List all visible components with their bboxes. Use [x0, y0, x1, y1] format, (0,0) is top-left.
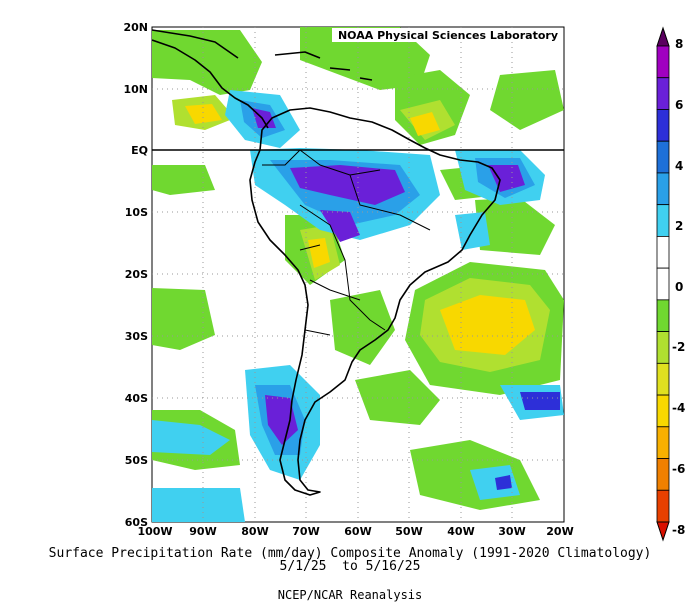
lon-label: 30W: [498, 525, 525, 538]
wet-anomaly-region: [265, 395, 298, 445]
credit-box: [332, 28, 563, 42]
lon-label: 80W: [241, 525, 268, 538]
lon-label: 50W: [395, 525, 422, 538]
wet-anomaly-region: [152, 488, 245, 522]
colorbar-top-arrow: [656, 26, 670, 47]
colorbar-label: -4: [672, 401, 685, 415]
colorbar-label: 8: [675, 37, 683, 51]
colorbar-label: -6: [672, 462, 685, 476]
lat-label: 40S: [125, 392, 148, 405]
colorbar-segment: [656, 140, 670, 174]
colorbar-label: 0: [675, 280, 683, 294]
dry-anomaly-region: [440, 295, 535, 355]
lat-label: 20S: [125, 268, 148, 281]
colorbar-label: -2: [672, 340, 685, 354]
wet-anomaly-region: [152, 420, 230, 455]
colorbar-label: 6: [675, 98, 683, 112]
lat-label: EQ: [131, 144, 148, 157]
dry-anomaly-region: [475, 198, 555, 255]
colorbar-segment: [656, 235, 670, 269]
dry-anomaly-region: [152, 30, 262, 95]
colorbar-label: -8: [672, 523, 685, 537]
dry-anomaly-region: [330, 290, 395, 365]
colorbar-segment: [656, 267, 670, 301]
coastlines: [152, 29, 501, 496]
colorbar-segment: [656, 362, 670, 396]
wet-anomaly-region: [520, 392, 560, 410]
grid-lines: [152, 27, 564, 522]
country-borders: [262, 149, 431, 336]
lat-label: 20N: [123, 21, 148, 34]
latitude-labels: 20N 10N EQ 10S 20S 30S 40S 50S 60S: [123, 21, 148, 529]
dry-anomaly-region: [490, 70, 564, 130]
lat-label: 30S: [125, 330, 148, 343]
wet-anomaly-region: [290, 165, 405, 205]
lat-label: 10S: [125, 206, 148, 219]
wet-anomaly-region: [470, 465, 520, 500]
dry-anomaly-region: [410, 112, 440, 136]
colorbar-segment: [656, 426, 670, 459]
anomaly-fields: [152, 27, 564, 522]
colorbar-bottom-arrow: [656, 521, 670, 542]
colorbar-segment: [656, 331, 670, 364]
lon-label: 40W: [447, 525, 474, 538]
dry-anomaly-region: [185, 104, 222, 124]
dry-anomaly-region: [308, 238, 330, 268]
lat-label: 50S: [125, 454, 148, 467]
south-america-outline: [249, 107, 501, 496]
wet-anomaly-region: [320, 210, 360, 242]
wet-anomaly-region: [252, 108, 276, 128]
lat-label: 10N: [123, 83, 148, 96]
dry-anomaly-region: [152, 165, 215, 195]
colorbar-segment: [656, 77, 670, 110]
lon-label: 70W: [292, 525, 319, 538]
dry-anomaly-region: [152, 288, 215, 350]
central-america-outline: [152, 29, 269, 129]
data-source: NCEP/NCAR Reanalysis: [277, 588, 423, 602]
lon-label: 100W: [137, 525, 172, 538]
lon-label: 90W: [189, 525, 216, 538]
lon-label: 20W: [546, 525, 573, 538]
colorbar-label: 4: [675, 159, 683, 173]
colorbar-segment: [656, 394, 670, 428]
colorbar-segment: [656, 489, 670, 523]
dry-anomaly-region: [300, 27, 430, 90]
map-title: Surface Precipitation Rate (mm/day) Comp…: [48, 546, 652, 561]
credit-label: NOAA Physical Sciences Laboratory: [338, 29, 558, 42]
colorbar-labels: 8 6 4 2 0 -2 -4 -6 -8: [672, 37, 685, 537]
lat-label: 60S: [125, 516, 148, 529]
colorbar-segment: [656, 299, 670, 333]
date-range: 5/1/25 to 5/16/25: [279, 559, 421, 574]
wet-anomaly-region: [488, 165, 525, 192]
colorbar-segment: [656, 458, 670, 491]
colorbar: [656, 26, 670, 542]
colorbar-segment: [656, 204, 670, 237]
colorbar-segment: [656, 109, 670, 142]
colorbar-label: 2: [675, 219, 683, 233]
colorbar-segment: [656, 45, 670, 79]
longitude-labels: 100W 90W 80W 70W 60W 50W 40W 30W 20W: [137, 525, 573, 538]
wet-anomaly-region: [495, 475, 512, 490]
lon-label: 60W: [344, 525, 371, 538]
caribbean-islands: [274, 51, 373, 81]
colorbar-segment: [656, 172, 670, 206]
